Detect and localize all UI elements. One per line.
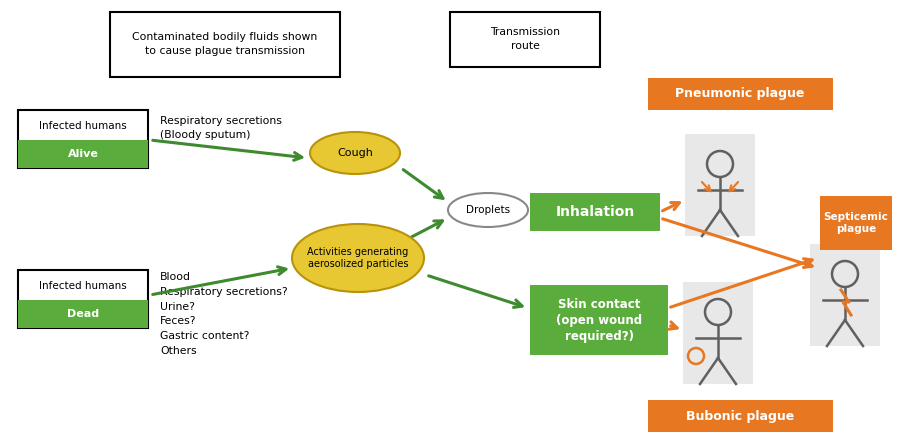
Text: Skin contact
(open wound
required?): Skin contact (open wound required?) bbox=[556, 297, 642, 342]
Text: Activities generating
aerosolized particles: Activities generating aerosolized partic… bbox=[308, 247, 409, 269]
Text: Dead: Dead bbox=[67, 309, 99, 319]
Ellipse shape bbox=[448, 193, 528, 227]
FancyBboxPatch shape bbox=[530, 193, 660, 231]
FancyBboxPatch shape bbox=[648, 400, 833, 432]
FancyBboxPatch shape bbox=[530, 285, 668, 355]
Ellipse shape bbox=[292, 224, 424, 292]
Text: Inhalation: Inhalation bbox=[555, 205, 634, 219]
FancyBboxPatch shape bbox=[820, 196, 892, 250]
Text: Cough: Cough bbox=[338, 148, 373, 158]
FancyBboxPatch shape bbox=[18, 300, 148, 328]
FancyBboxPatch shape bbox=[810, 244, 880, 346]
Text: Droplets: Droplets bbox=[466, 205, 510, 215]
Text: Bubonic plague: Bubonic plague bbox=[686, 409, 794, 423]
Text: Alive: Alive bbox=[68, 149, 98, 159]
Text: Respiratory secretions
(Bloody sputum): Respiratory secretions (Bloody sputum) bbox=[160, 116, 282, 140]
Text: Septicemic
plague: Septicemic plague bbox=[824, 212, 888, 234]
Text: Infected humans: Infected humans bbox=[39, 121, 127, 131]
Ellipse shape bbox=[310, 132, 400, 174]
FancyBboxPatch shape bbox=[18, 140, 148, 168]
FancyBboxPatch shape bbox=[450, 12, 600, 67]
Text: Contaminated bodily fluids shown
to cause plague transmission: Contaminated bodily fluids shown to caus… bbox=[132, 32, 318, 56]
Text: Infected humans: Infected humans bbox=[39, 281, 127, 291]
FancyBboxPatch shape bbox=[18, 270, 148, 328]
Text: Blood
Respiratory secretions?
Urine?
Feces?
Gastric content?
Others: Blood Respiratory secretions? Urine? Fec… bbox=[160, 272, 288, 356]
FancyBboxPatch shape bbox=[110, 12, 340, 77]
FancyBboxPatch shape bbox=[648, 78, 833, 110]
Text: Transmission
route: Transmission route bbox=[490, 27, 560, 51]
FancyBboxPatch shape bbox=[18, 110, 148, 168]
Text: Pneumonic plague: Pneumonic plague bbox=[675, 87, 805, 100]
FancyBboxPatch shape bbox=[683, 282, 753, 384]
FancyBboxPatch shape bbox=[685, 134, 755, 236]
